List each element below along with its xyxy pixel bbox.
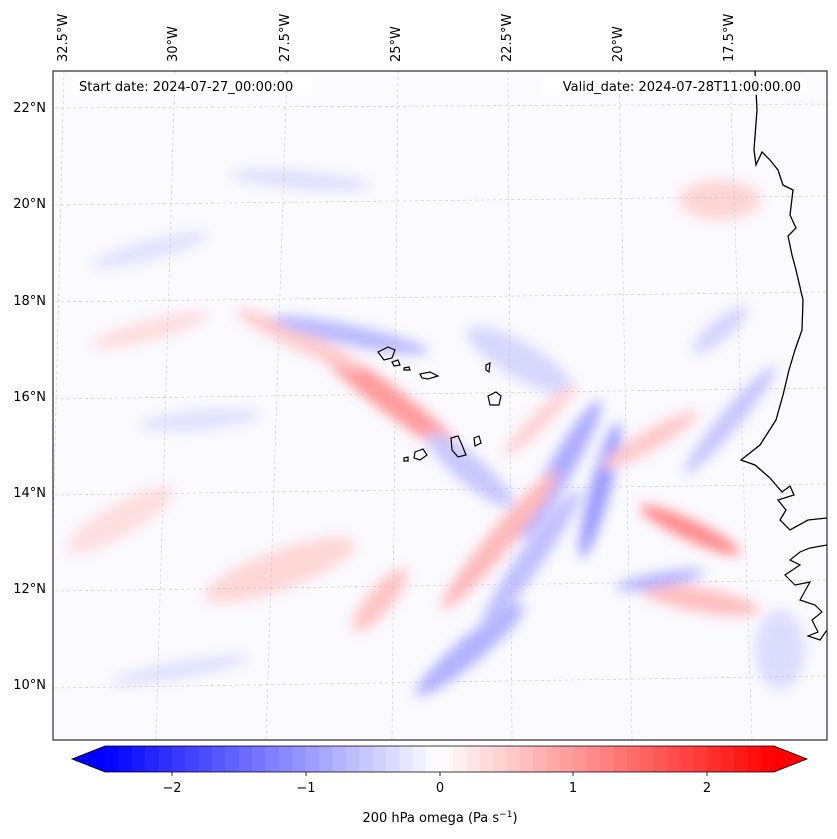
cape-verde-islands bbox=[377, 346, 502, 462]
colorbar-segment bbox=[546, 746, 561, 772]
colorbar-segment bbox=[145, 746, 159, 772]
colorbar-segment bbox=[506, 746, 521, 772]
colorbar-segment bbox=[493, 746, 507, 772]
colorbar-tick-label: 0 bbox=[436, 781, 444, 796]
colorbar-segment bbox=[466, 746, 481, 772]
colorbar-segment bbox=[439, 746, 454, 772]
colorbar-segment bbox=[586, 746, 601, 772]
colorbar-segment bbox=[118, 746, 133, 772]
colorbar-segment bbox=[345, 746, 360, 772]
omega-field bbox=[67, 169, 805, 697]
longitude-labels: 32.5°W 30°W 27.5°W 25°W 22.5°W 20°W 17.5… bbox=[56, 14, 737, 62]
colorbar-segment bbox=[452, 746, 467, 772]
map-gridlines bbox=[53, 71, 827, 740]
colorbar-tick-label: 1 bbox=[569, 781, 577, 796]
colorbar-segment bbox=[278, 746, 293, 772]
colorbar-segment bbox=[385, 746, 400, 772]
colorbar-segment bbox=[626, 746, 641, 772]
colorbar-segment bbox=[265, 746, 280, 772]
lon-label: 32.5°W bbox=[56, 14, 71, 62]
colorbar-segments bbox=[105, 746, 775, 772]
colorbar-segment bbox=[372, 746, 387, 772]
colorbar-segment bbox=[305, 746, 320, 772]
colorbar-outline bbox=[70, 745, 809, 773]
colorbar-segment bbox=[613, 746, 628, 772]
valid-date-box bbox=[541, 76, 807, 95]
colorbar-segment bbox=[238, 746, 253, 772]
colorbar-segment bbox=[747, 746, 762, 772]
colorbar-segment bbox=[600, 746, 614, 772]
colorbar: −2 −1 0 1 2 200 hPa omega (Pa s−1) bbox=[70, 745, 809, 826]
colorbar-segment bbox=[653, 746, 668, 772]
map-background bbox=[53, 71, 827, 740]
colorbar-segment bbox=[225, 746, 240, 772]
colorbar-max-extend bbox=[774, 746, 807, 772]
colorbar-segment bbox=[252, 746, 266, 772]
colorbar-min-extend bbox=[72, 746, 105, 772]
colorbar-segment bbox=[680, 746, 695, 772]
lon-label: 27.5°W bbox=[278, 14, 293, 62]
colorbar-segment bbox=[720, 746, 735, 772]
lat-label: 12°N bbox=[13, 582, 46, 597]
lon-label: 17.5°W bbox=[722, 14, 737, 62]
colorbar-label: 200 hPa omega (Pa s−1) bbox=[362, 810, 517, 826]
colorbar-segment bbox=[559, 746, 574, 772]
colorbar-segment bbox=[573, 746, 588, 772]
colorbar-segment bbox=[399, 746, 414, 772]
lat-label: 18°N bbox=[13, 294, 46, 309]
colorbar-segment bbox=[640, 746, 654, 772]
lon-label: 30°W bbox=[166, 26, 181, 62]
lat-label: 22°N bbox=[13, 101, 46, 116]
colorbar-segment bbox=[105, 746, 119, 772]
colorbar-segment bbox=[332, 746, 347, 772]
colorbar-segment bbox=[359, 746, 373, 772]
colorbar-segment bbox=[185, 746, 200, 772]
colorbar-segment bbox=[693, 746, 708, 772]
colorbar-segment bbox=[479, 746, 494, 772]
lon-label: 20°W bbox=[611, 26, 626, 62]
lat-label: 14°N bbox=[13, 486, 46, 501]
colorbar-segment bbox=[426, 746, 440, 772]
lat-label: 20°N bbox=[13, 197, 46, 212]
colorbar-segment bbox=[212, 746, 226, 772]
lat-label: 16°N bbox=[13, 390, 46, 405]
colorbar-segment bbox=[533, 746, 547, 772]
lat-label: 10°N bbox=[13, 678, 46, 693]
colorbar-segment bbox=[171, 746, 186, 772]
colorbar-segment bbox=[131, 746, 146, 772]
colorbar-segment bbox=[733, 746, 748, 772]
colorbar-segment bbox=[760, 746, 775, 772]
lon-label: 25°W bbox=[389, 26, 404, 62]
colorbar-segment bbox=[292, 746, 307, 772]
colorbar-tick-label: 2 bbox=[703, 781, 711, 796]
colorbar-tick-label: −1 bbox=[296, 781, 315, 796]
colorbar-segment bbox=[412, 746, 427, 772]
colorbar-segment bbox=[707, 746, 721, 772]
colorbar-segment bbox=[198, 746, 213, 772]
lon-label: 22.5°W bbox=[500, 14, 515, 62]
valid-date-label: Valid_date: 2024-07-28T11:00:00.00 bbox=[563, 80, 801, 95]
latitude-labels: 22°N 20°N 18°N 16°N 14°N 12°N 10°N bbox=[13, 101, 46, 693]
map-frame bbox=[52, 70, 828, 741]
colorbar-segment bbox=[519, 746, 534, 772]
colorbar-segment bbox=[319, 746, 333, 772]
africa-coastline bbox=[739, 71, 827, 531]
start-date-label: Start date: 2024-07-27_00:00:00 bbox=[79, 80, 293, 95]
colorbar-segment bbox=[158, 746, 173, 772]
guinea-coastline bbox=[784, 544, 827, 641]
colorbar-ticks bbox=[171, 772, 708, 776]
colorbar-segment bbox=[666, 746, 681, 772]
start-date-box bbox=[72, 76, 312, 95]
colorbar-tick-label: −2 bbox=[162, 781, 181, 796]
